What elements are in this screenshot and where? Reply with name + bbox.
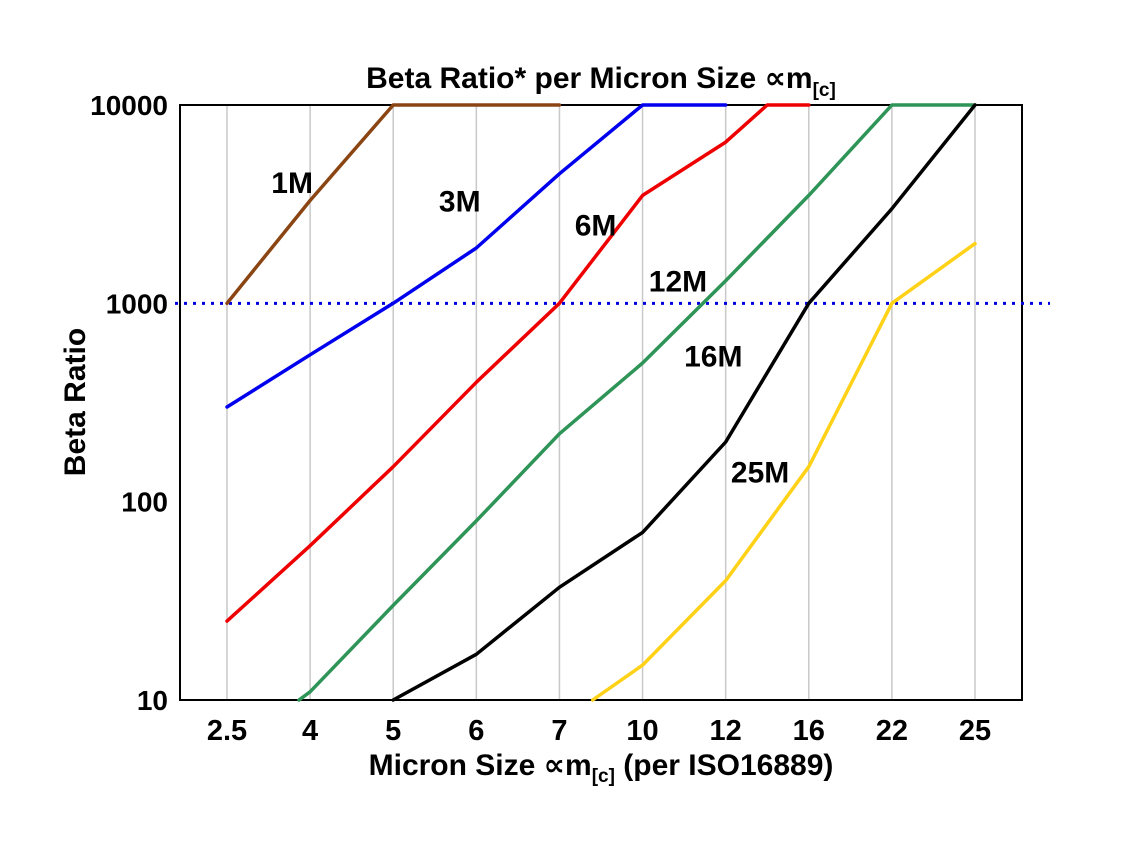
- x-tick-label: 2.5: [207, 715, 247, 747]
- series-label-6M: 6M: [575, 209, 617, 242]
- series-line-1M: [225, 103, 562, 306]
- series-line-12M: [297, 103, 977, 702]
- x-tick-label: 10: [626, 715, 658, 747]
- x-tick-label: 25: [959, 715, 991, 747]
- x-tick-label: 12: [710, 715, 742, 747]
- series-label-1M: 1M: [271, 167, 313, 200]
- plot-frame: [179, 104, 1023, 701]
- y-axis-label: Beta Ratio: [59, 328, 92, 476]
- series-label-12M: 12M: [649, 265, 707, 298]
- y-tick-label: 100: [121, 487, 168, 518]
- series-label-3M: 3M: [439, 186, 481, 219]
- y-tick-label: 10000: [90, 90, 168, 121]
- series-line-6M: [225, 103, 811, 623]
- series-line-25M: [590, 241, 977, 702]
- series-label-16M: 16M: [684, 341, 742, 374]
- x-tick-label: 7: [551, 715, 567, 747]
- x-tick-label: 22: [876, 715, 908, 747]
- x-tick-label: 6: [468, 715, 484, 747]
- x-axis-label: Micron Size ∝m[c] (per ISO16889): [369, 749, 834, 787]
- series-line-3M: [225, 103, 728, 409]
- y-tick-label: 10: [137, 685, 168, 716]
- chart-title: Beta Ratio* per Micron Size ∝m[c]: [366, 62, 836, 101]
- y-tick-label: 1000: [106, 288, 168, 319]
- x-tick-label: 16: [793, 715, 825, 747]
- series-line-16M: [391, 103, 977, 702]
- x-tick-label: 4: [302, 715, 318, 747]
- series-label-25M: 25M: [731, 456, 789, 489]
- x-tick-label: 5: [385, 715, 401, 747]
